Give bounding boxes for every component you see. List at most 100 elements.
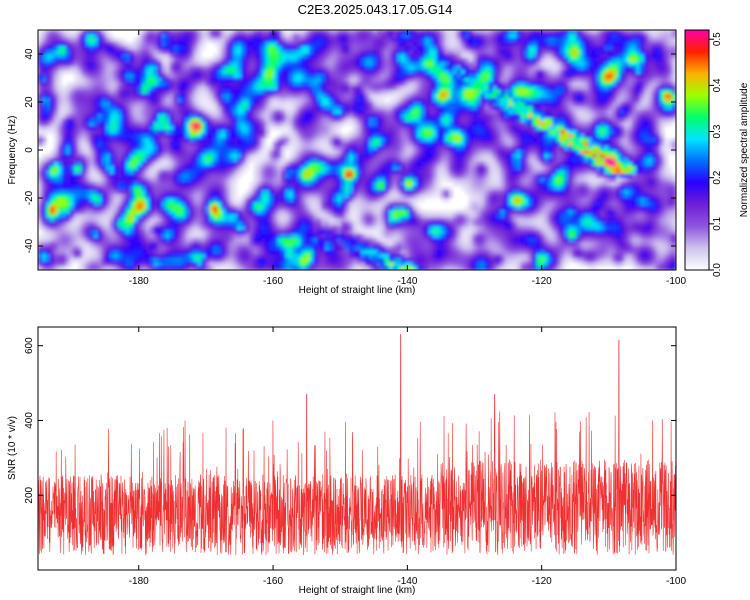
heatmap-cell <box>564 102 569 107</box>
heatmap-cell <box>117 78 123 83</box>
heatmap-cell <box>209 130 214 135</box>
heatmap-cell <box>301 74 306 79</box>
heatmap-cell <box>169 58 174 63</box>
heatmap-cell <box>452 130 458 135</box>
heatmap-cell <box>552 30 557 35</box>
heatmap-cell <box>269 42 274 47</box>
heatmap-cell <box>141 30 147 35</box>
heatmap-cell <box>384 90 390 95</box>
heatmap-cell <box>181 62 186 67</box>
heatmap-cell <box>424 122 430 127</box>
heatmap-cell <box>177 154 182 159</box>
heatmap-cell <box>253 90 258 95</box>
heatmap-cell <box>349 94 354 99</box>
heatmap-cell <box>81 74 87 79</box>
heatmap-cell <box>408 150 414 155</box>
heatmap-cell <box>560 138 565 143</box>
heatmap-cell <box>380 30 386 35</box>
heatmap-cell <box>101 150 107 155</box>
heatmap-cell <box>265 74 270 79</box>
heatmap-cell <box>49 66 55 71</box>
heatmap-cell <box>616 86 621 91</box>
heatmap-cell <box>380 154 386 159</box>
heatmap-cell <box>157 62 163 67</box>
heatmap-cell <box>201 146 206 151</box>
heatmap-cell <box>420 130 426 135</box>
heatmap-cell <box>329 30 334 35</box>
heatmap-cell <box>241 90 246 95</box>
heatmap-cell <box>484 70 489 75</box>
heatmap-cell <box>372 106 378 111</box>
heatmap-cell <box>660 86 665 91</box>
heatmap-cell <box>500 134 505 139</box>
heatmap-cell <box>153 122 159 127</box>
heatmap-cell <box>644 106 649 111</box>
heatmap-cell <box>436 30 442 35</box>
heatmap-cell <box>656 110 661 115</box>
heatmap-cell <box>73 78 79 83</box>
heatmap-cell <box>153 126 159 131</box>
heatmap-cell <box>540 78 545 83</box>
heatmap-cell <box>113 98 119 103</box>
heatmap-cell <box>428 138 434 143</box>
heatmap-cell <box>45 106 51 111</box>
heatmap-cell <box>277 150 282 155</box>
heatmap-cell <box>101 74 107 79</box>
heatmap-cell <box>353 106 358 111</box>
heatmap-cell <box>301 102 306 107</box>
heatmap-cell <box>73 98 79 103</box>
heatmap-cell <box>660 42 665 47</box>
heatmap-cell <box>456 154 462 159</box>
heatmap-cell <box>628 66 633 71</box>
heatmap-cell <box>341 78 346 83</box>
heatmap-cell <box>49 114 55 119</box>
heatmap-cell <box>121 62 127 67</box>
heatmap-cell <box>420 58 426 63</box>
heatmap-cell <box>652 42 657 47</box>
heatmap-cell <box>456 78 462 83</box>
heatmap-cell <box>81 110 87 115</box>
heatmap-cell <box>404 106 410 111</box>
heatmap-cell <box>221 130 226 135</box>
heatmap-cell <box>652 146 657 151</box>
heatmap-cell <box>604 30 609 35</box>
heatmap-cell <box>165 102 170 107</box>
heatmap-cell <box>353 90 358 95</box>
heatmap-cell <box>644 38 649 43</box>
heatmap-cell <box>185 126 190 131</box>
heatmap-cell <box>153 30 159 35</box>
heatmap-cell <box>193 98 198 103</box>
heatmap-cell <box>173 78 178 83</box>
heatmap-cell <box>285 78 290 83</box>
heatmap-cell <box>504 86 509 91</box>
heatmap-cell <box>360 126 366 131</box>
heatmap-cell <box>584 86 589 91</box>
heatmap-cell <box>249 146 254 151</box>
heatmap-cell <box>368 130 374 135</box>
heatmap-cell <box>177 150 182 155</box>
heatmap-cell <box>345 114 350 119</box>
heatmap-cell <box>392 74 398 79</box>
heatmap-cell <box>488 46 493 51</box>
heatmap-cell <box>460 34 466 39</box>
heatmap-cell <box>640 106 645 111</box>
heatmap-cell <box>225 122 230 127</box>
heatmap-cell <box>145 78 151 83</box>
heatmap-cell <box>448 114 454 119</box>
heatmap-cell <box>233 122 238 127</box>
heatmap-cell <box>349 66 354 71</box>
heatmap-cell <box>420 146 426 151</box>
heatmap-cell <box>329 42 334 47</box>
heatmap-cell <box>424 74 430 79</box>
heatmap-cell <box>392 66 398 71</box>
heatmap-cell <box>600 102 605 107</box>
heatmap-cell <box>237 82 242 87</box>
heatmap-cell <box>384 94 390 99</box>
heatmap-cell <box>121 154 127 159</box>
heatmap-cell <box>185 70 190 75</box>
heatmap-cell <box>544 94 549 99</box>
heatmap-cell <box>173 138 178 143</box>
heatmap-cell <box>584 46 589 51</box>
heatmap-cell <box>129 62 135 67</box>
heatmap-cell <box>197 62 202 67</box>
